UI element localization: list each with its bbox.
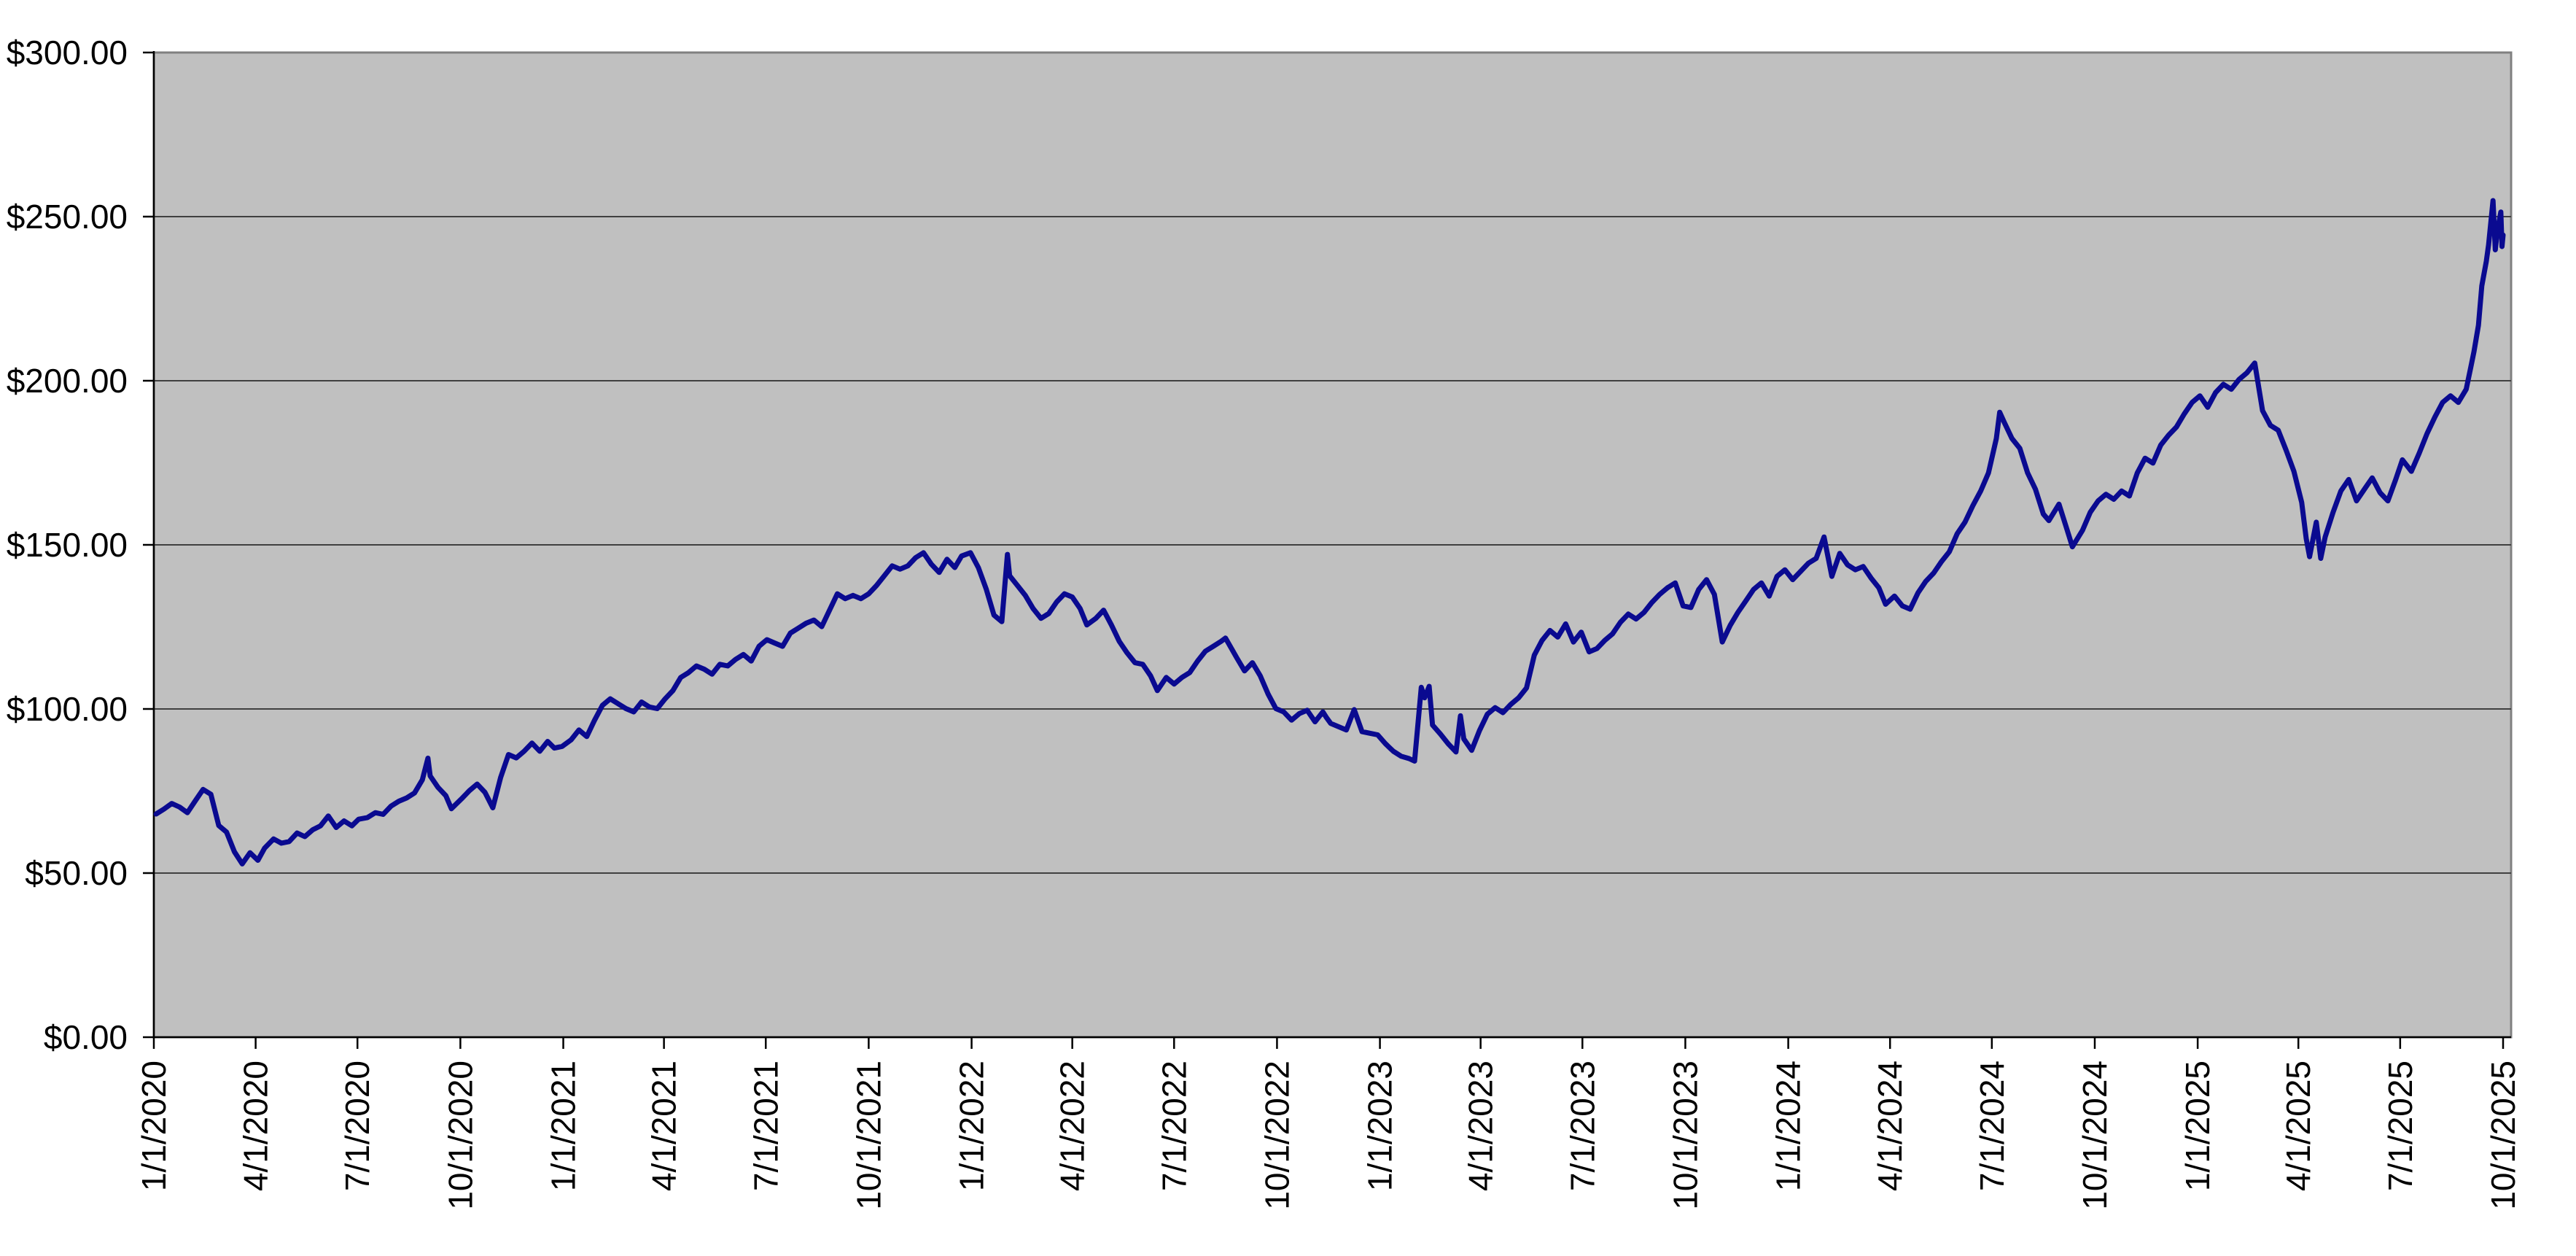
x-axis-tick-label: 7/1/2021 [747,1061,785,1191]
x-axis-tick-label: 4/1/2021 [645,1061,683,1191]
x-axis-tick-label: 7/1/2020 [338,1061,376,1191]
x-axis-tick-label: 10/1/2025 [2484,1061,2522,1210]
x-axis-tick-label: 1/1/2022 [953,1061,991,1191]
y-axis-tick-label: $150.00 [7,526,128,564]
x-axis-tick-label: 7/1/2022 [1155,1061,1193,1191]
x-axis-tick-label: 4/1/2023 [1462,1061,1500,1191]
y-axis-tick-label: $0.00 [44,1018,128,1056]
y-axis-tick-label: $100.00 [7,690,128,728]
x-axis-tick-label: 7/1/2023 [1563,1061,1601,1191]
x-axis-tick-label: 1/1/2024 [1770,1061,1808,1191]
x-axis-tick-label: 4/1/2025 [2279,1061,2317,1191]
x-axis-tick-label: 7/1/2025 [2381,1061,2419,1191]
y-axis-tick-label: $300.00 [7,34,128,71]
y-axis-tick-label: $200.00 [7,362,128,400]
x-axis-tick-label: 10/1/2024 [2076,1061,2114,1210]
x-axis-tick-label: 10/1/2023 [1666,1061,1704,1210]
x-axis-tick-label: 10/1/2021 [849,1061,887,1210]
x-axis-tick-label: 1/1/2025 [2179,1061,2217,1191]
x-axis-tick-label: 4/1/2022 [1054,1061,1092,1191]
x-axis-tick-label: 7/1/2024 [1973,1061,2011,1191]
y-axis-tick-label: $250.00 [7,198,128,236]
x-axis-tick-label: 4/1/2020 [237,1061,275,1191]
y-axis-tick-label: $50.00 [25,854,128,892]
x-axis-tick-label: 1/1/2023 [1361,1061,1399,1191]
price-line-series [153,198,2506,867]
x-axis-tick-label: 10/1/2020 [441,1061,479,1210]
x-axis-tick-label: 1/1/2020 [135,1061,173,1191]
x-axis-tick-label: 1/1/2021 [545,1061,583,1191]
x-axis-tick-label: 10/1/2022 [1258,1061,1296,1210]
x-axis-tick-label: 4/1/2024 [1871,1061,1909,1191]
